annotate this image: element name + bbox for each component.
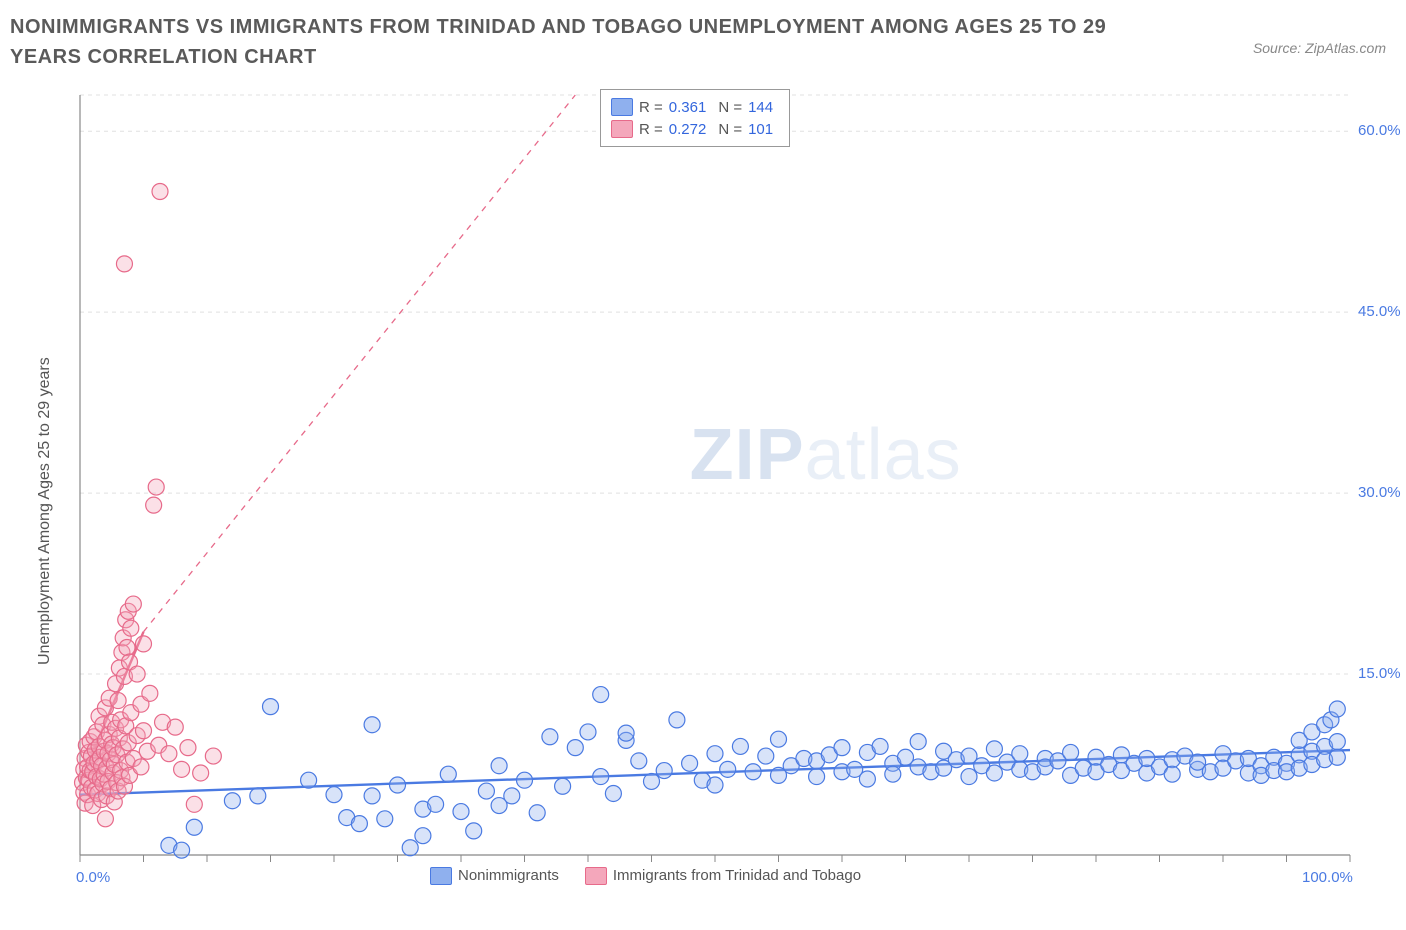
legend-stats-box: R = 0.361 N = 144 R = 0.272 N = 101 — [600, 89, 790, 147]
source-label: Source: ZipAtlas.com — [1253, 40, 1386, 56]
legend-n-label: N = — [718, 121, 742, 138]
legend-item: Immigrants from Trinidad and Tobago — [585, 867, 861, 885]
legend-stat-row: R = 0.361 N = 144 — [611, 96, 779, 118]
correlation-scatter-chart — [60, 85, 1360, 865]
legend-item: Nonimmigrants — [430, 867, 559, 885]
legend-swatch — [430, 867, 452, 885]
legend-stat-row: R = 0.272 N = 101 — [611, 118, 779, 140]
legend-swatch — [585, 867, 607, 885]
legend-n-label: N = — [718, 99, 742, 116]
legend-label: Immigrants from Trinidad and Tobago — [613, 867, 861, 884]
legend-r-value: 0.361 — [669, 99, 707, 116]
y-axis-label: Unemployment Among Ages 25 to 29 years — [36, 357, 54, 665]
y-tick-label: 15.0% — [1358, 665, 1401, 682]
y-tick-label: 30.0% — [1358, 484, 1401, 501]
chart-title: NONIMMIGRANTS VS IMMIGRANTS FROM TRINIDA… — [10, 12, 1130, 72]
legend-swatch — [611, 120, 633, 138]
legend-r-label: R = — [639, 99, 663, 116]
legend-n-value: 101 — [748, 121, 773, 138]
legend-r-label: R = — [639, 121, 663, 138]
legend-swatch — [611, 98, 633, 116]
legend-bottom: Nonimmigrants Immigrants from Trinidad an… — [430, 867, 861, 885]
legend-label: Nonimmigrants — [458, 867, 559, 884]
y-tick-label: 45.0% — [1358, 303, 1401, 320]
x-tick-label: 0.0% — [76, 869, 110, 886]
x-tick-label: 100.0% — [1302, 869, 1353, 886]
legend-r-value: 0.272 — [669, 121, 707, 138]
legend-n-value: 144 — [748, 99, 773, 116]
y-tick-label: 60.0% — [1358, 122, 1401, 139]
